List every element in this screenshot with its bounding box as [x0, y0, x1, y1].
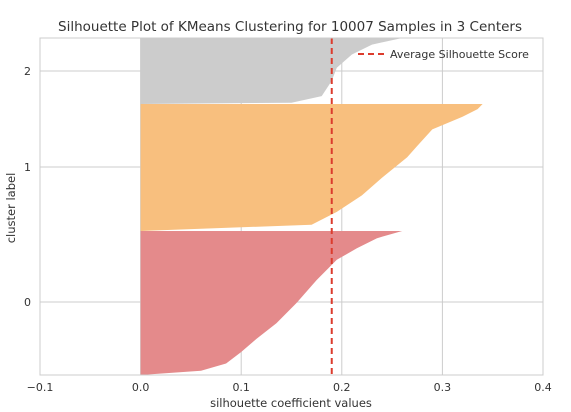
y-tick-label: 1 — [24, 161, 31, 174]
legend: Average Silhouette Score — [358, 48, 529, 61]
legend-label: Average Silhouette Score — [390, 48, 529, 61]
cluster-0-silhouette — [140, 231, 403, 375]
x-tick-label: −0.1 — [27, 381, 54, 394]
chart-title: Silhouette Plot of KMeans Clustering for… — [58, 19, 522, 35]
y-axis-label: cluster label — [4, 173, 18, 244]
cluster-1-silhouette — [140, 104, 483, 231]
x-tick-label: 0.0 — [132, 381, 150, 394]
x-tick-label: 0.3 — [434, 381, 452, 394]
x-tick-label: 0.2 — [333, 381, 351, 394]
plot-area: −0.1 0.0 0.1 0.2 0.3 0.4 0 1 2 Average Silhouette… — [24, 37, 552, 394]
x-axis-label: silhouette coefficient values — [210, 396, 372, 410]
plot-frame — [39, 37, 544, 376]
x-tick-label: 0.1 — [232, 381, 250, 394]
x-tick-label: 0.4 — [534, 381, 552, 394]
y-tick-label: 0 — [24, 296, 31, 309]
cluster-2-silhouette — [140, 38, 403, 104]
y-tick-label: 2 — [24, 65, 31, 78]
